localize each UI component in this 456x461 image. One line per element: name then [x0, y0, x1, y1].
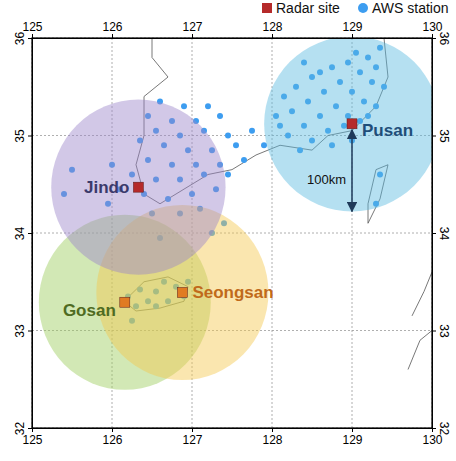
tick: 36 — [432, 32, 451, 46]
tick-mark — [28, 428, 32, 429]
aws-station — [249, 128, 255, 134]
coastline — [412, 272, 432, 316]
tick-mark — [432, 331, 436, 332]
tick-label: 126 — [102, 20, 122, 34]
radius-arrow — [351, 130, 353, 212]
legend-label: AWS station — [372, 0, 449, 16]
tick-mark — [432, 428, 436, 429]
tick-mark — [352, 34, 353, 38]
radar-label: Seongsan — [192, 283, 273, 302]
tick-label: 32 — [13, 422, 27, 436]
axis-line — [433, 39, 437, 429]
legend-label: Radar site — [276, 0, 340, 16]
tick: 34 — [13, 227, 32, 241]
coverage-circle — [51, 100, 225, 275]
tick-label: 35 — [437, 129, 451, 143]
tick: 36 — [13, 32, 32, 46]
aws-station — [233, 142, 239, 148]
tick: 127 — [182, 20, 202, 38]
aws-station — [241, 157, 247, 163]
tick-mark — [272, 34, 273, 38]
tick: 126 — [102, 428, 122, 447]
tick-mark — [28, 38, 32, 39]
radar-site — [133, 182, 143, 192]
legend: Radar site AWS station — [262, 0, 449, 16]
tick: 129 — [342, 20, 362, 38]
tick-mark — [28, 233, 32, 234]
map-figure: 100kmJindoGosanSeongsanPusan125126127128… — [0, 0, 456, 461]
legend-marker — [358, 3, 368, 13]
tick-label: 127 — [182, 433, 202, 447]
tick-mark — [432, 233, 436, 234]
axis: 125126127128129130 — [22, 20, 442, 39]
radar-label: Gosan — [63, 301, 116, 320]
aws-station — [217, 113, 223, 119]
tick: 34 — [432, 227, 451, 241]
aws-station — [261, 142, 267, 148]
radius-label: 100km — [307, 172, 346, 187]
tick: 32 — [432, 422, 451, 436]
radar-label: Jindo — [84, 178, 129, 197]
tick-mark — [432, 34, 433, 38]
tick-label: 128 — [262, 20, 282, 34]
radar-site — [120, 297, 130, 307]
coastline — [408, 331, 432, 370]
axis-line — [33, 34, 433, 39]
radar-site — [177, 287, 187, 297]
axis-line — [28, 39, 33, 429]
frame — [32, 38, 432, 428]
tick: 33 — [432, 324, 451, 338]
legend-marker — [262, 3, 272, 13]
aws-station — [205, 103, 211, 109]
coverage-circle — [264, 38, 432, 211]
tick-label: 129 — [342, 20, 362, 34]
tick-label: 34 — [13, 227, 27, 241]
tick: 128 — [262, 20, 282, 38]
plot-area — [39, 38, 432, 390]
tick-label: 34 — [437, 227, 451, 241]
tick-mark — [32, 34, 33, 38]
tick-label: 35 — [13, 129, 27, 143]
tick-mark — [272, 428, 273, 432]
tick: 128 — [262, 428, 282, 447]
tick: 33 — [13, 324, 32, 338]
radar-site — [347, 119, 357, 129]
tick-label: 126 — [102, 433, 122, 447]
aws-station — [181, 103, 187, 109]
tick: 129 — [342, 428, 362, 447]
tick-label: 32 — [437, 422, 451, 436]
tick: 126 — [102, 20, 122, 38]
tick-label: 129 — [342, 433, 362, 447]
tick: 35 — [13, 129, 32, 143]
tick: 35 — [432, 129, 451, 143]
axis-line — [33, 429, 433, 433]
axis: 32 33 34 35 36 — [13, 32, 33, 436]
tick-mark — [192, 34, 193, 38]
axis: 32 33 34 35 36 — [432, 32, 451, 436]
aws-station — [225, 133, 231, 139]
tick-mark — [112, 428, 113, 432]
tick-mark — [432, 38, 436, 39]
tick: 127 — [182, 428, 202, 447]
tick-label: 33 — [13, 324, 27, 338]
tick-label: 127 — [182, 20, 202, 34]
aws-station — [225, 172, 231, 178]
tick-mark — [112, 34, 113, 38]
tick-label: 36 — [13, 32, 27, 46]
tick-label: 128 — [262, 433, 282, 447]
tick-label: 33 — [437, 324, 451, 338]
tick-mark — [432, 136, 436, 137]
tick-mark — [28, 331, 32, 332]
tick-mark — [192, 428, 193, 432]
tick-label: 36 — [437, 32, 451, 46]
tick: 32 — [13, 422, 32, 436]
radar-label: Pusan — [362, 121, 413, 140]
tick-mark — [352, 428, 353, 432]
axis: 125126127128129130 — [22, 428, 442, 447]
tick-mark — [28, 136, 32, 137]
